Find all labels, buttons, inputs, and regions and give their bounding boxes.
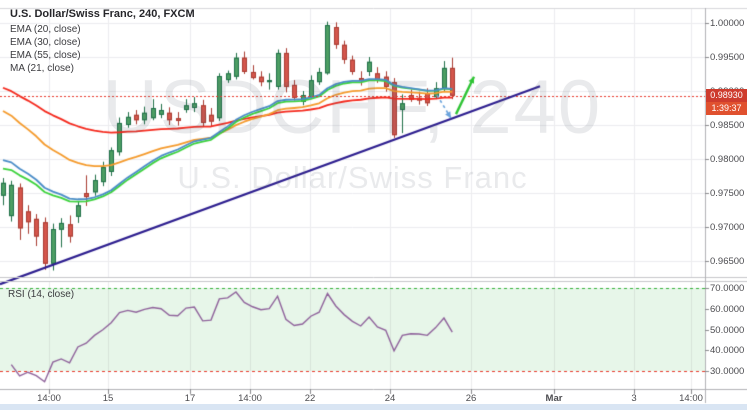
price-axis-label: 0.98000 bbox=[710, 154, 745, 165]
last-price-badge: 0.98930 bbox=[706, 88, 747, 102]
time-axis-label: 15 bbox=[102, 393, 114, 404]
price-axis-label: 0.98500 bbox=[710, 120, 745, 131]
rsi-axis-label: 50.0000 bbox=[710, 324, 745, 336]
time-axis-label: 26 bbox=[465, 393, 477, 404]
price-axis-label: 0.99500 bbox=[710, 52, 745, 63]
rsi-indicator-label[interactable]: RSI (14, close) bbox=[8, 289, 75, 300]
price-axis-label: 1.00000 bbox=[710, 18, 745, 29]
legend-indicator-ma21[interactable]: MA (21, close) bbox=[10, 63, 74, 74]
time-axis-label: 14:00 bbox=[679, 393, 703, 404]
time-axis-label: 3 bbox=[631, 393, 637, 404]
rsi-axis-label: 30.0000 bbox=[710, 366, 745, 377]
chart-legend: U.S. Dollar/Swiss Franc, 240, FXCM EMA (… bbox=[10, 8, 195, 75]
time-axis-label: 24 bbox=[384, 393, 396, 404]
rsi-axis-label: 60.0000 bbox=[710, 303, 745, 315]
symbol-name-watermark: U.S. Dollar/Swiss Franc bbox=[177, 160, 528, 195]
time-axis-label: 14:00 bbox=[238, 393, 262, 404]
symbol-watermark: USDCHF, 240 bbox=[102, 65, 603, 150]
legend-indicator-ema30[interactable]: EMA (30, close) bbox=[10, 37, 81, 48]
bar-countdown-badge: 1:39:37 bbox=[706, 101, 747, 115]
legend-indicator-ema55[interactable]: EMA (55, close) bbox=[10, 50, 81, 61]
legend-indicator-ema20[interactable]: EMA (20, close) bbox=[10, 24, 81, 35]
rsi-axis-label: 70.0000 bbox=[710, 283, 745, 294]
time-axis-label: 17 bbox=[184, 393, 196, 404]
time-axis-label: 22 bbox=[304, 393, 316, 404]
price-axis-label: 0.96500 bbox=[710, 256, 745, 267]
legend-symbol-title[interactable]: U.S. Dollar/Swiss Franc, 240, FXCM bbox=[10, 8, 195, 20]
time-axis-label: 14:00 bbox=[37, 393, 61, 404]
time-axis-label: Mar bbox=[545, 393, 563, 404]
rsi-axis-label: 40.0000 bbox=[710, 345, 745, 357]
bottom-edge-strip bbox=[0, 404, 747, 410]
price-axis-label: 0.97500 bbox=[710, 188, 745, 199]
price-axis-label: 0.97000 bbox=[710, 222, 745, 233]
